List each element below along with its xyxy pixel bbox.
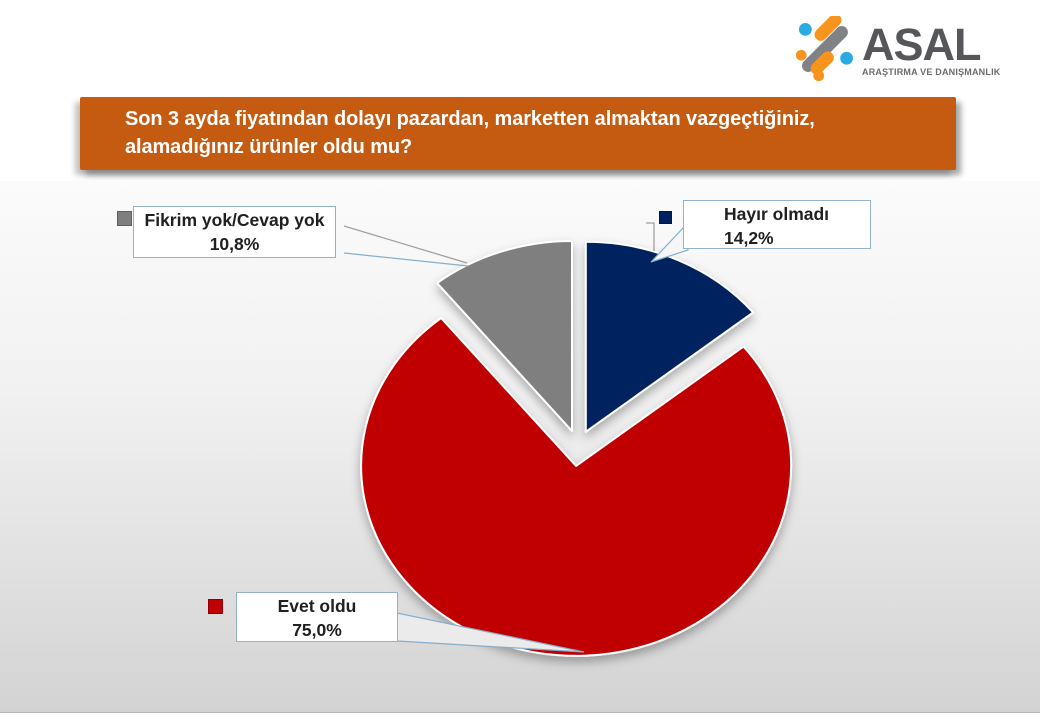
asal-logo-icon — [795, 16, 853, 82]
question-banner: Son 3 ayda fiyatından dolayı pazardan, m… — [80, 97, 956, 170]
label-evet-pct: 75,0% — [292, 620, 342, 640]
label-fikrim-pct: 10,8% — [209, 234, 260, 254]
callout-line-fikrim-blue — [343, 252, 469, 267]
logo-wordmark: ASAL — [862, 19, 982, 70]
label-box-hayir: Hayır olmadı 14,2% — [683, 200, 871, 249]
legend-marker-evet — [208, 599, 223, 614]
callout-line-fikrim-gray — [343, 225, 468, 264]
question-line-2: alamadığınız ürünler oldu mu? — [125, 136, 413, 158]
logo-diagonal-stripes — [795, 16, 853, 82]
label-evet-text: Evet oldu — [277, 596, 357, 616]
label-hayir-text: Hayır olmadı — [724, 204, 830, 224]
label-hayir-pct: 14,2% — [724, 228, 774, 248]
pie-slice-evet-oldu — [360, 317, 793, 657]
chart-area: Fikrim yok/Cevap yok 10,8% Hayır olmadı … — [0, 181, 1040, 713]
logo-subtitle: ARAŞTIRMA VE DANIŞMANLIK — [862, 67, 1001, 78]
question-line-1: Son 3 ayda fiyatından dolayı pazardan, m… — [125, 108, 815, 130]
pie-slice-hayır-olmadı — [584, 240, 755, 433]
label-box-fikrim: Fikrim yok/Cevap yok 10,8% — [133, 206, 336, 258]
callout-line-hayir-gray — [646, 222, 655, 251]
pie-slices — [360, 240, 793, 657]
legend-marker-hayir — [659, 211, 672, 224]
pie-slice-fikrim-yok-cevap-yok — [436, 240, 573, 432]
label-fikrim-text: Fikrim yok/Cevap yok — [144, 210, 325, 230]
asal-logo-text: ASAL ARAŞTIRMA VE DANIŞMANLIK — [862, 19, 1001, 78]
label-box-evet: Evet oldu 75,0% — [236, 592, 398, 642]
legend-marker-fikrim — [117, 211, 132, 226]
asal-logo: ASAL ARAŞTIRMA VE DANIŞMANLIK — [794, 16, 1004, 88]
